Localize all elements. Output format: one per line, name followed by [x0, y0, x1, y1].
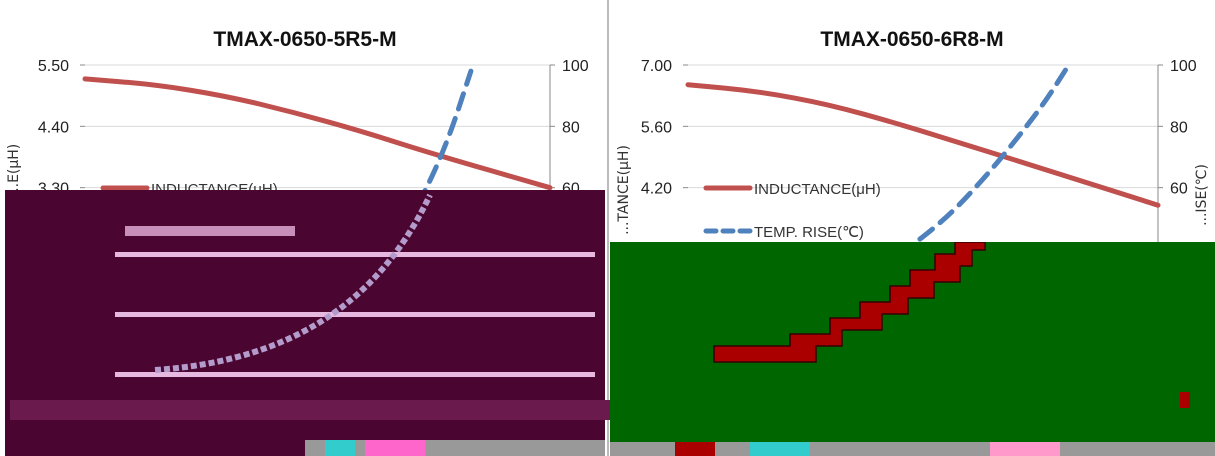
y-tick-label: 5.50 [38, 58, 69, 75]
legend-label: TEMP. RISE(℃) [754, 224, 864, 241]
y-tick-label: 4.40 [38, 119, 69, 136]
y2-tick-label: 100 [1170, 58, 1197, 75]
render-glitch-overlay [610, 242, 1215, 442]
glitch-band-segment [675, 442, 715, 456]
y-tick-label: 4.20 [641, 181, 672, 198]
glitch-band-segment [750, 442, 810, 456]
y-tick-label: 5.60 [641, 119, 672, 136]
y2-tick-label: 100 [562, 58, 589, 75]
y-axis-label: ...E(μH) [6, 144, 22, 197]
y2-tick-label: 80 [1170, 119, 1188, 136]
glitch-curve-block [713, 242, 986, 363]
legend-label: INDUCTANCE(μH) [754, 181, 881, 198]
y2-axis-label: ...ISE(℃) [1194, 164, 1210, 226]
chart-title: TMAX-0650-5R5-M [213, 28, 396, 51]
chart-panel-left: TMAX-0650-5R5-M ...E(μH) 5.504.403.30100… [5, 0, 610, 456]
glitch-gridline [115, 312, 595, 317]
inductance-series-line [685, 82, 1161, 208]
glitch-legend-smear [125, 226, 295, 236]
glitch-curve [154, 193, 433, 373]
render-glitch-overlay [5, 190, 610, 456]
glitch-gridline [115, 372, 595, 377]
glitch-block [1180, 392, 1190, 408]
plot-area: 7.00 5.60 4.20 100 80 60 INDUCTANCE(μH) TEMP. R… [641, 58, 1197, 258]
y-tick-label: 7.00 [641, 58, 672, 75]
glitch-band [365, 440, 425, 456]
temp-rise-series-line [897, 62, 1072, 258]
chart-panel-right: TMAX-0650-6R8-M ...TANCE(μH) ...ISE(℃) 7… [610, 0, 1215, 456]
glitch-band-segment [990, 442, 1060, 456]
glitch-band [610, 442, 1215, 456]
inductance-series-line [82, 76, 553, 191]
chart-title: TMAX-0650-6R8-M [820, 28, 1003, 51]
glitch-curve-svg [154, 193, 433, 373]
glitch-gridline [115, 252, 595, 257]
y-axis-label: ...TANCE(μH) [616, 145, 632, 235]
y2-tick-label: 60 [1170, 181, 1188, 198]
y2-tick-label: 80 [562, 119, 580, 136]
glitch-band [325, 440, 355, 456]
glitch-band [10, 400, 610, 420]
glitch-steps-svg [713, 242, 1190, 408]
